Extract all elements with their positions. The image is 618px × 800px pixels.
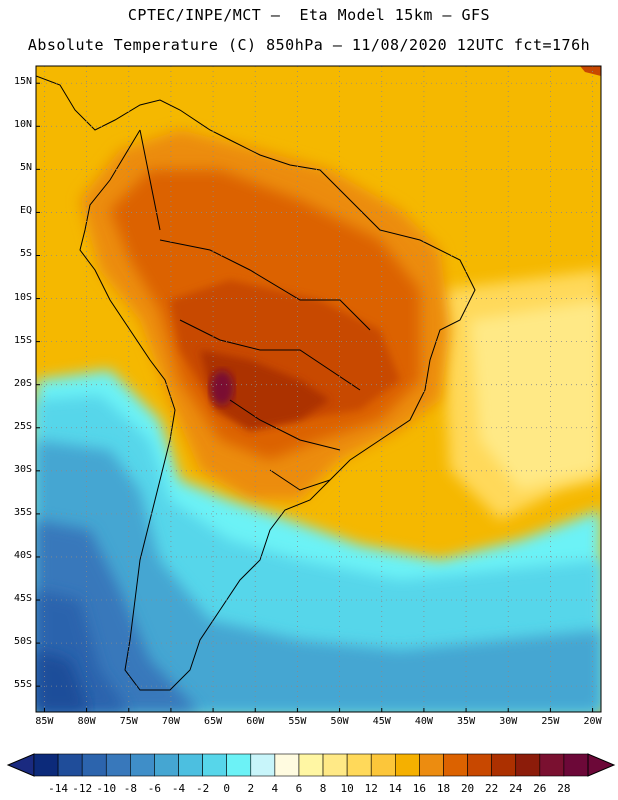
- lon-label: 20W: [583, 716, 602, 727]
- colorbar-cell: [274, 753, 300, 777]
- colorbar-cell: [322, 753, 348, 777]
- lon-label: 55W: [288, 716, 307, 727]
- colorbar-label: 6: [295, 782, 303, 795]
- colorbar-label: 28: [557, 782, 571, 795]
- colorbar-label: 4: [271, 782, 279, 795]
- lat-label: 45S: [13, 593, 32, 605]
- lat-label: 40S: [13, 549, 32, 561]
- colorbar-cell: [250, 753, 276, 777]
- lat-label: 20S: [13, 377, 32, 389]
- colorbar-label: 12: [364, 782, 378, 795]
- lat-label: 50S: [13, 636, 32, 648]
- colorbar-cells: [6, 753, 616, 777]
- colorbar-cell: [298, 753, 324, 777]
- graticule: [36, 66, 601, 712]
- border-line-3: [229, 399, 341, 451]
- colorbar-label: -4: [171, 782, 186, 795]
- lat-label: 15N: [13, 76, 32, 88]
- colorbar-cell: [370, 753, 396, 777]
- lat-label: 35S: [13, 506, 32, 518]
- lat-label: 10S: [13, 291, 32, 303]
- lat-label: 5S: [19, 248, 32, 260]
- colorbar-label: -14: [48, 782, 69, 795]
- colorbar-cell: [491, 753, 517, 777]
- colorbar-cell: [81, 753, 107, 777]
- lon-label: 70W: [161, 716, 180, 727]
- colorbar-cell: [539, 753, 565, 777]
- field-darkest-blue: [36, 650, 90, 712]
- colorbar-label: -6: [147, 782, 162, 795]
- colorbar-label: 0: [223, 782, 230, 795]
- colorbar-cell: [130, 753, 155, 777]
- lon-label: 75W: [119, 716, 138, 727]
- lon-label: 45W: [372, 716, 391, 727]
- coastline: [36, 75, 476, 691]
- colorbar-cell: [467, 753, 492, 777]
- colorbar-cell: [178, 753, 203, 777]
- colorbar-cell: [395, 753, 420, 777]
- field-pale-yellow: [470, 300, 601, 490]
- colorbar-label: 14: [388, 782, 402, 795]
- colorbar-cell: [226, 753, 252, 777]
- colorbar-label: 2: [247, 782, 255, 795]
- lon-label: 30W: [499, 716, 518, 727]
- field-mid-blue: [36, 440, 601, 712]
- colorbar-label: 18: [436, 782, 451, 795]
- colorbar-label: -12: [72, 782, 93, 795]
- colorbar-cell: [33, 753, 59, 777]
- field-brick: [200, 350, 330, 430]
- lon-label: 35W: [457, 716, 476, 727]
- lon-label: 85W: [35, 716, 54, 727]
- colorbar-low-arrow: [6, 753, 35, 777]
- lon-label: 50W: [330, 716, 349, 727]
- lat-label: EQ: [19, 205, 32, 217]
- border-line-1: [159, 239, 371, 331]
- colorbar-cell: [563, 753, 589, 777]
- colorbar: [6, 753, 616, 777]
- colorbar-label: -2: [195, 782, 210, 795]
- lat-label: 10N: [13, 119, 32, 131]
- lat-label: 30S: [13, 463, 32, 475]
- colorbar-cell: [443, 753, 468, 777]
- border-line-4: [139, 129, 161, 231]
- map-frame: [35, 65, 602, 713]
- colorbar-label: 24: [509, 782, 523, 795]
- continent-outline: [36, 75, 476, 691]
- colorbar-label: 10: [340, 782, 354, 795]
- lon-label: 60W: [246, 716, 265, 727]
- colorbar-label: 26: [533, 782, 547, 795]
- colorbar-cell: [105, 753, 131, 777]
- temperature-map: [35, 65, 602, 713]
- colorbar-cell: [419, 753, 444, 777]
- lon-label: 25W: [541, 716, 560, 727]
- field-hotspot: [210, 370, 234, 406]
- border-line-5: [269, 469, 331, 491]
- map-title-line-2: Absolute Temperature (C) 850hPa – 11/08/…: [27, 36, 591, 54]
- colorbar-label: -10: [96, 782, 117, 795]
- lon-label: 40W: [414, 716, 433, 727]
- lat-label: 5N: [19, 162, 32, 174]
- colorbar-cell: [515, 753, 541, 777]
- colorbar-label: 22: [485, 782, 499, 795]
- lon-label: 65W: [204, 716, 223, 727]
- colorbar-cell: [154, 753, 179, 777]
- lat-label: 25S: [13, 420, 32, 432]
- colorbar-cell: [57, 753, 83, 777]
- colorbar-label: 16: [412, 782, 427, 795]
- colorbar-cell: [346, 753, 372, 777]
- axis-ticks: [36, 82, 594, 712]
- colorbar-cell: [202, 753, 227, 777]
- lat-label: 15S: [13, 334, 32, 346]
- colorbar-high-arrow: [587, 753, 616, 777]
- colorbar-label: -8: [123, 782, 137, 795]
- map-title-line-1: CPTEC/INPE/MCT – Eta Model 15km – GFS: [127, 6, 491, 24]
- lon-label: 80W: [77, 716, 96, 727]
- temperature-field: [36, 66, 601, 712]
- field-corner-warm: [580, 66, 601, 76]
- colorbar-label: 20: [460, 782, 475, 795]
- colorbar-label: 8: [319, 782, 327, 795]
- lat-label: 55S: [13, 679, 32, 691]
